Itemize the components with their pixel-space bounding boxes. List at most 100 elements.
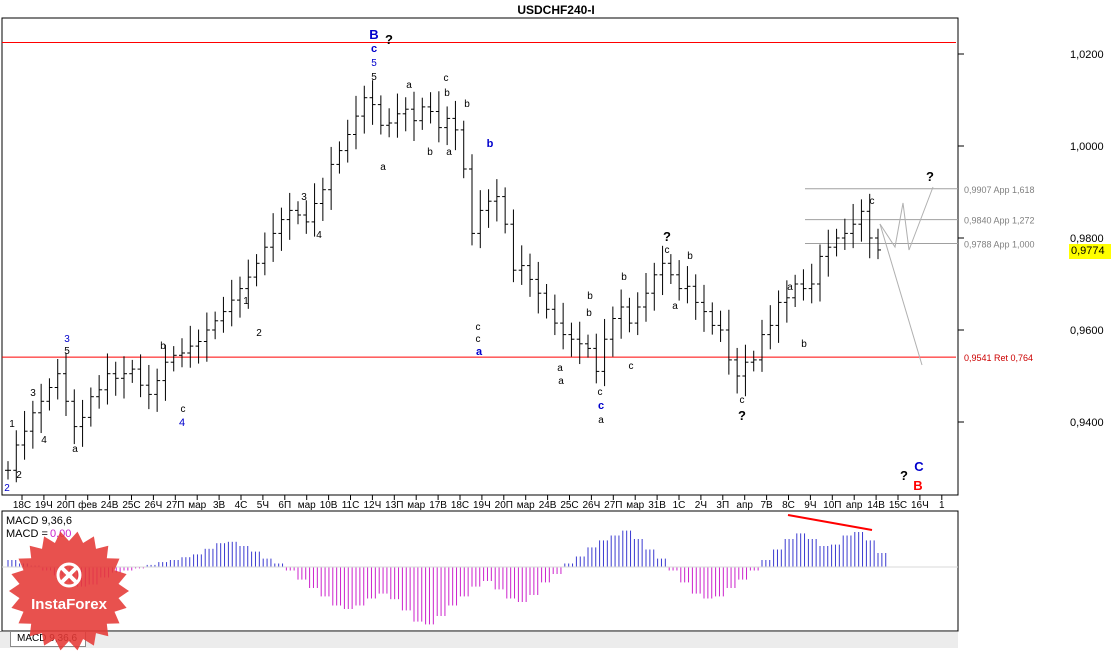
x-tick-label: 7В xyxy=(760,500,773,511)
wave-label: a xyxy=(672,301,678,312)
wave-label: c xyxy=(476,322,481,333)
macd-signal-label: MACD = xyxy=(6,528,48,540)
logo-starburst-icon xyxy=(9,531,129,651)
x-tick-label: мар xyxy=(517,500,535,511)
wave-label: 2 xyxy=(16,470,22,481)
wave-label: 2 xyxy=(256,328,262,339)
wave-label: ? xyxy=(663,229,671,244)
x-tick-label: 25С xyxy=(122,500,140,511)
wave-label: b xyxy=(801,339,807,350)
wave-label: b xyxy=(427,147,433,158)
wave-label: a xyxy=(557,363,563,374)
wave-label: 5 xyxy=(64,346,70,357)
wave-label: a xyxy=(406,80,412,91)
y-tick-label: 0,9800 xyxy=(1070,233,1104,245)
indicator-tab-bar: MACD 9,36,6 xyxy=(0,631,958,648)
wave-label: c xyxy=(371,43,377,55)
projection-path-up xyxy=(879,186,934,251)
wave-label: B xyxy=(913,478,922,493)
x-tick-label: 26Ч xyxy=(145,500,163,511)
x-tick-label: 20П xyxy=(495,500,513,511)
x-tick-label: 27П xyxy=(604,500,622,511)
x-tick-label: 25С xyxy=(560,500,578,511)
x-tick-label: 24В xyxy=(539,500,557,511)
wave-label: c xyxy=(870,196,875,207)
wave-label: B xyxy=(369,27,378,42)
wave-label: a xyxy=(787,282,793,293)
wave-label: c xyxy=(740,395,745,406)
x-tick-label: 10П xyxy=(823,500,841,511)
y-tick-label: 0,9400 xyxy=(1070,417,1104,429)
wave-label: 1 xyxy=(9,419,15,430)
x-tick-label: 11С xyxy=(342,500,360,511)
x-tick-label: 26Ч xyxy=(583,500,601,511)
wave-label: 3 xyxy=(301,192,307,203)
x-tick-label: мар xyxy=(626,500,644,511)
wave-label: 3 xyxy=(30,388,36,399)
x-tick-label: 19Ч xyxy=(35,500,53,511)
x-tick-label: 24В xyxy=(101,500,119,511)
wave-label: ? xyxy=(900,468,908,483)
price-panel-frame xyxy=(1,17,959,496)
wave-label: 4 xyxy=(316,230,322,241)
wave-label: a xyxy=(380,162,386,173)
wave-label: b xyxy=(444,88,450,99)
y-tick-label: 1,0200 xyxy=(1070,49,1104,61)
x-tick-label: 20П xyxy=(57,500,75,511)
wave-label: 4 xyxy=(41,435,47,446)
x-tick-label: 2Ч xyxy=(695,500,707,511)
x-tick-label: 17В xyxy=(429,500,447,511)
wave-label: b xyxy=(464,99,470,110)
wave-label: c xyxy=(181,404,186,415)
wave-label: c xyxy=(665,245,670,256)
wave-label: a xyxy=(558,376,564,387)
chart-title: USDCHF240-I xyxy=(517,3,594,17)
level-label: 0,9907 App 1,618 xyxy=(964,185,1035,195)
x-tick-label: 19Ч xyxy=(473,500,491,511)
x-tick-label: 1С xyxy=(673,500,686,511)
projection-path-down xyxy=(879,223,923,366)
wave-label: a xyxy=(72,444,78,455)
x-tick-label: 9Ч xyxy=(804,500,816,511)
wave-label: c xyxy=(476,334,481,345)
x-tick-label: мар xyxy=(407,500,425,511)
x-tick-label: 1 xyxy=(939,500,945,511)
x-tick-label: 18С xyxy=(451,500,469,511)
instaforex-logo: InstaForex xyxy=(8,530,130,652)
x-tick-label: 3В xyxy=(213,500,226,511)
x-tick-label: 6П xyxy=(278,500,291,511)
x-tick-label: мар xyxy=(188,500,206,511)
x-tick-label: 15С xyxy=(889,500,907,511)
wave-label: c xyxy=(629,361,634,372)
wave-label: c xyxy=(598,400,604,412)
wave-label: b xyxy=(487,138,494,150)
wave-label: 4 xyxy=(179,417,185,429)
wave-label: b xyxy=(160,341,166,352)
wave-label: 5 xyxy=(371,58,377,69)
wave-label: ? xyxy=(738,408,746,423)
wave-label: ? xyxy=(926,169,934,184)
x-tick-label: 5Ч xyxy=(257,500,269,511)
wave-label: 1 xyxy=(243,296,249,307)
wave-label: b xyxy=(586,308,592,319)
x-tick-label: 12Ч xyxy=(364,500,382,511)
wave-label: 5 xyxy=(371,72,377,83)
wave-label: b xyxy=(587,291,593,302)
wave-label: c xyxy=(598,387,603,398)
x-tick-label: 3П xyxy=(716,500,729,511)
logo-text: InstaForex xyxy=(31,596,107,613)
y-tick-label: 0,9600 xyxy=(1070,325,1104,337)
x-tick-label: фев xyxy=(78,499,97,511)
x-tick-label: 18C xyxy=(13,500,31,511)
y-tick-label: 1,0000 xyxy=(1070,141,1104,153)
wave-label: b xyxy=(621,272,627,283)
level-label: 0,9788 App 1,000 xyxy=(964,240,1035,250)
x-tick-label: 10В xyxy=(320,500,338,511)
wave-label: a xyxy=(446,147,452,158)
x-tick-label: апр xyxy=(736,500,753,511)
x-tick-label: 27П xyxy=(166,500,184,511)
wave-label: c xyxy=(444,73,449,84)
wave-label: 2 xyxy=(4,483,10,494)
